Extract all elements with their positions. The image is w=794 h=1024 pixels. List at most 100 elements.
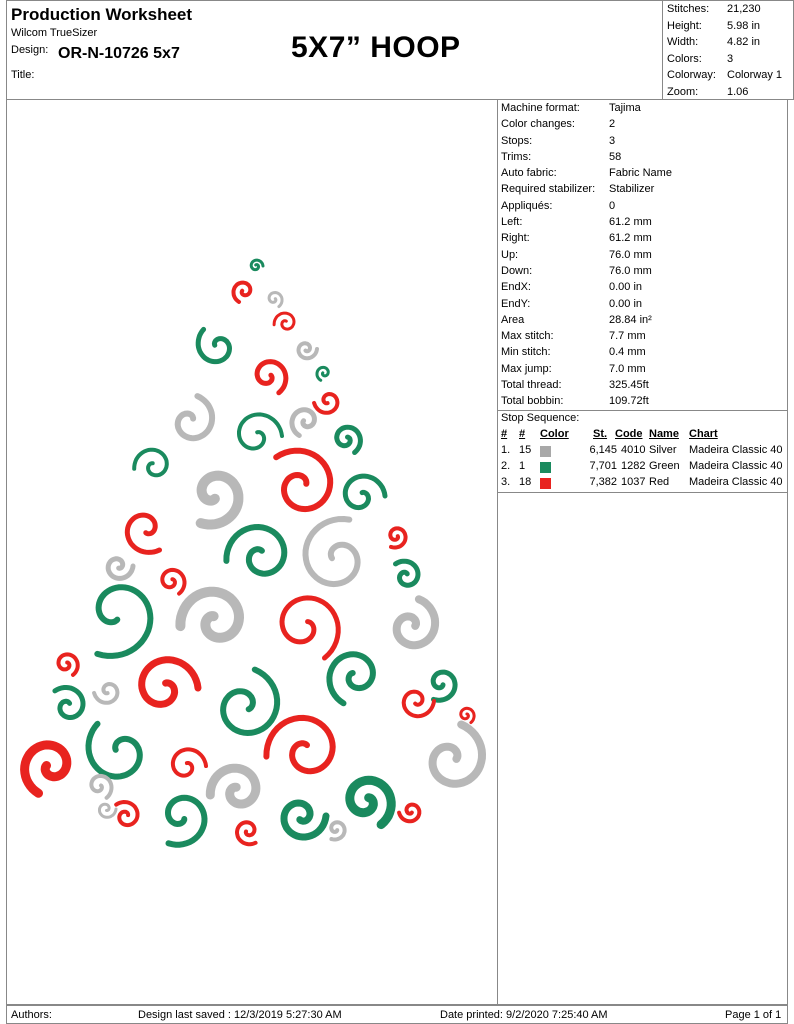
info-row: Area 28.84 in² <box>501 314 793 330</box>
stat-value: 4.82 in <box>727 36 761 48</box>
col-header-chart: Chart <box>689 428 718 440</box>
stat-value: 21,230 <box>727 3 761 15</box>
info-row: Required stabilizer: Stabilizer <box>501 183 793 199</box>
stop-number: 18 <box>519 476 532 488</box>
swirl <box>345 775 396 830</box>
info-label: Total bobbin: <box>501 395 564 408</box>
stop-index: 1. <box>501 444 511 456</box>
info-row: Right: 61.2 mm <box>501 232 793 248</box>
stop-row: 1. 15 6,145 4010 Silver Madeira Classic 40 <box>501 444 791 460</box>
info-value: 7.7 mm <box>609 330 646 343</box>
info-label: Right: <box>501 232 530 245</box>
swirl <box>85 720 143 780</box>
software-name: Wilcom TrueSizer <box>11 27 98 39</box>
swirl <box>267 290 284 309</box>
info-row: Total thread: 325.45ft <box>501 379 793 395</box>
swirl <box>98 802 118 819</box>
info-value: Fabric Name <box>609 167 672 180</box>
info-label: EndX: <box>501 281 531 294</box>
preview-area <box>6 100 788 1005</box>
info-row: Total bobbin: 109.72ft <box>501 395 793 411</box>
info-value: 0.00 in <box>609 281 643 294</box>
info-label: Auto fabric: <box>501 167 557 180</box>
stop-color-name: Silver <box>649 444 677 456</box>
swirl <box>234 820 258 847</box>
swirl <box>52 685 86 720</box>
info-label: Left: <box>501 216 523 229</box>
swirl <box>223 523 288 577</box>
info-value: Stabilizer <box>609 183 655 196</box>
swirl <box>114 799 140 828</box>
stop-code: 4010 <box>621 444 646 456</box>
info-row: Trims: 58 <box>501 151 793 167</box>
swirl <box>388 526 408 550</box>
date-printed: Date printed: 9/2/2020 7:25:40 AM <box>440 1009 608 1021</box>
swirl <box>94 584 154 659</box>
swirl <box>428 720 487 788</box>
stop-number: 1 <box>519 460 526 472</box>
info-label: Required stabilizer: <box>501 183 596 196</box>
col-header-index: # <box>501 428 508 440</box>
swirl <box>302 515 361 588</box>
swirl <box>312 391 340 415</box>
swirl <box>254 359 289 396</box>
swirl <box>138 656 202 708</box>
swirl <box>393 558 421 588</box>
swirl <box>397 802 422 824</box>
swirl <box>279 595 341 661</box>
swirl <box>164 794 208 848</box>
hoop-size: 5X7” HOOP <box>291 31 461 64</box>
stop-index: 2. <box>501 460 511 472</box>
swirl <box>175 586 245 643</box>
info-row: Up: 76.0 mm <box>501 249 793 265</box>
stop-code: 1037 <box>621 476 646 488</box>
page-number: Page 1 of 1 <box>725 1009 782 1021</box>
authors-label: Authors: <box>11 1009 52 1021</box>
swirl <box>289 407 317 438</box>
stop-row: 3. 18 7,382 1037 Red Madeira Classic 40 <box>501 476 791 492</box>
stat-value: 3 <box>727 52 734 65</box>
swirl <box>195 326 233 365</box>
swirl <box>401 689 436 719</box>
swirl <box>459 706 476 725</box>
title-label: Title: <box>11 69 35 81</box>
stat-value: 1.06 <box>727 85 749 98</box>
swirl <box>89 773 114 800</box>
info-value: 0 <box>609 199 616 212</box>
page-title: Production Worksheet <box>11 5 193 24</box>
stats-panel: Stitches: 21,230 Height: 5.98 in Width: 4.8… <box>663 0 794 100</box>
info-label: EndY: <box>501 297 531 310</box>
info-row: Left: 61.2 mm <box>501 216 793 232</box>
color-swatch <box>540 462 551 473</box>
stop-chart: Madeira Classic 40 <box>689 476 783 488</box>
swirl <box>272 311 296 331</box>
header-panel: Production Worksheet Wilcom TrueSizer De… <box>6 0 663 100</box>
stat-label: Stitches: <box>667 3 710 15</box>
swirl <box>273 447 334 513</box>
stat-label: Colorway: <box>667 69 716 81</box>
info-value: 0.4 mm <box>609 346 646 359</box>
stop-number: 15 <box>519 444 532 456</box>
swirl <box>342 473 388 511</box>
swirl <box>160 567 187 596</box>
swirl <box>195 470 244 530</box>
stop-row: 2. 1 7,701 1282 Green Madeira Classic 40 <box>501 460 791 476</box>
info-label: Min stitch: <box>501 346 551 359</box>
info-value: 58 <box>609 150 622 163</box>
swirl <box>170 747 208 778</box>
color-swatch <box>540 478 551 489</box>
info-label: Trims: <box>501 150 532 163</box>
info-label: Appliqués: <box>501 199 553 212</box>
swirl <box>205 763 261 809</box>
swirl <box>20 740 72 798</box>
stop-stitches: 7,701 <box>589 460 617 472</box>
info-row: Auto fabric: Fabric Name <box>501 167 793 183</box>
swirl <box>334 424 363 455</box>
footer: Authors: Design last saved : 12/3/2019 5… <box>6 1005 788 1024</box>
info-value: 325.45ft <box>609 379 649 392</box>
last-saved: Design last saved : 12/3/2019 5:27:30 AM <box>138 1009 342 1021</box>
divider <box>498 492 788 493</box>
stat-value: Colorway 1 <box>727 69 783 81</box>
stop-chart: Madeira Classic 40 <box>689 460 783 472</box>
info-label: Up: <box>501 248 519 261</box>
